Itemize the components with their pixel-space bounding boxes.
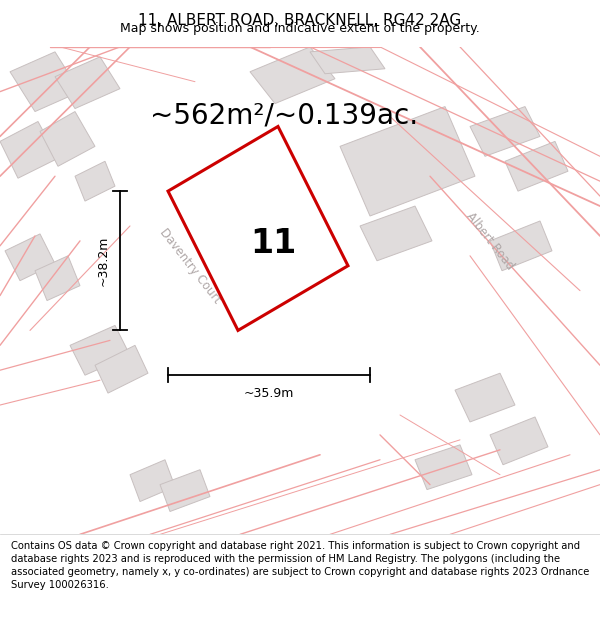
Polygon shape: [95, 346, 148, 393]
Polygon shape: [490, 221, 552, 271]
Text: ~35.9m: ~35.9m: [244, 387, 294, 400]
Polygon shape: [75, 161, 115, 201]
Polygon shape: [310, 47, 385, 74]
Polygon shape: [490, 417, 548, 465]
Polygon shape: [160, 470, 210, 511]
Text: 11, ALBERT ROAD, BRACKNELL, RG42 2AG: 11, ALBERT ROAD, BRACKNELL, RG42 2AG: [139, 13, 461, 28]
Polygon shape: [415, 445, 472, 489]
Polygon shape: [35, 256, 80, 301]
Polygon shape: [470, 107, 540, 156]
Text: ~38.2m: ~38.2m: [97, 236, 110, 286]
Polygon shape: [505, 141, 568, 191]
Text: Albert Road: Albert Road: [464, 209, 517, 272]
Polygon shape: [360, 206, 432, 261]
Polygon shape: [455, 373, 515, 422]
Polygon shape: [70, 326, 130, 375]
Polygon shape: [340, 107, 475, 216]
Text: Daventry Court: Daventry Court: [157, 226, 223, 306]
Text: Contains OS data © Crown copyright and database right 2021. This information is : Contains OS data © Crown copyright and d…: [11, 541, 589, 591]
Text: ~562m²/~0.139ac.: ~562m²/~0.139ac.: [150, 102, 418, 129]
Polygon shape: [55, 57, 120, 109]
Polygon shape: [0, 121, 58, 178]
Polygon shape: [130, 460, 175, 501]
Polygon shape: [10, 52, 80, 111]
Text: 11: 11: [250, 227, 296, 260]
Polygon shape: [168, 126, 348, 331]
Polygon shape: [5, 234, 55, 281]
Polygon shape: [40, 111, 95, 166]
Text: Map shows position and indicative extent of the property.: Map shows position and indicative extent…: [120, 22, 480, 35]
Polygon shape: [250, 47, 335, 104]
